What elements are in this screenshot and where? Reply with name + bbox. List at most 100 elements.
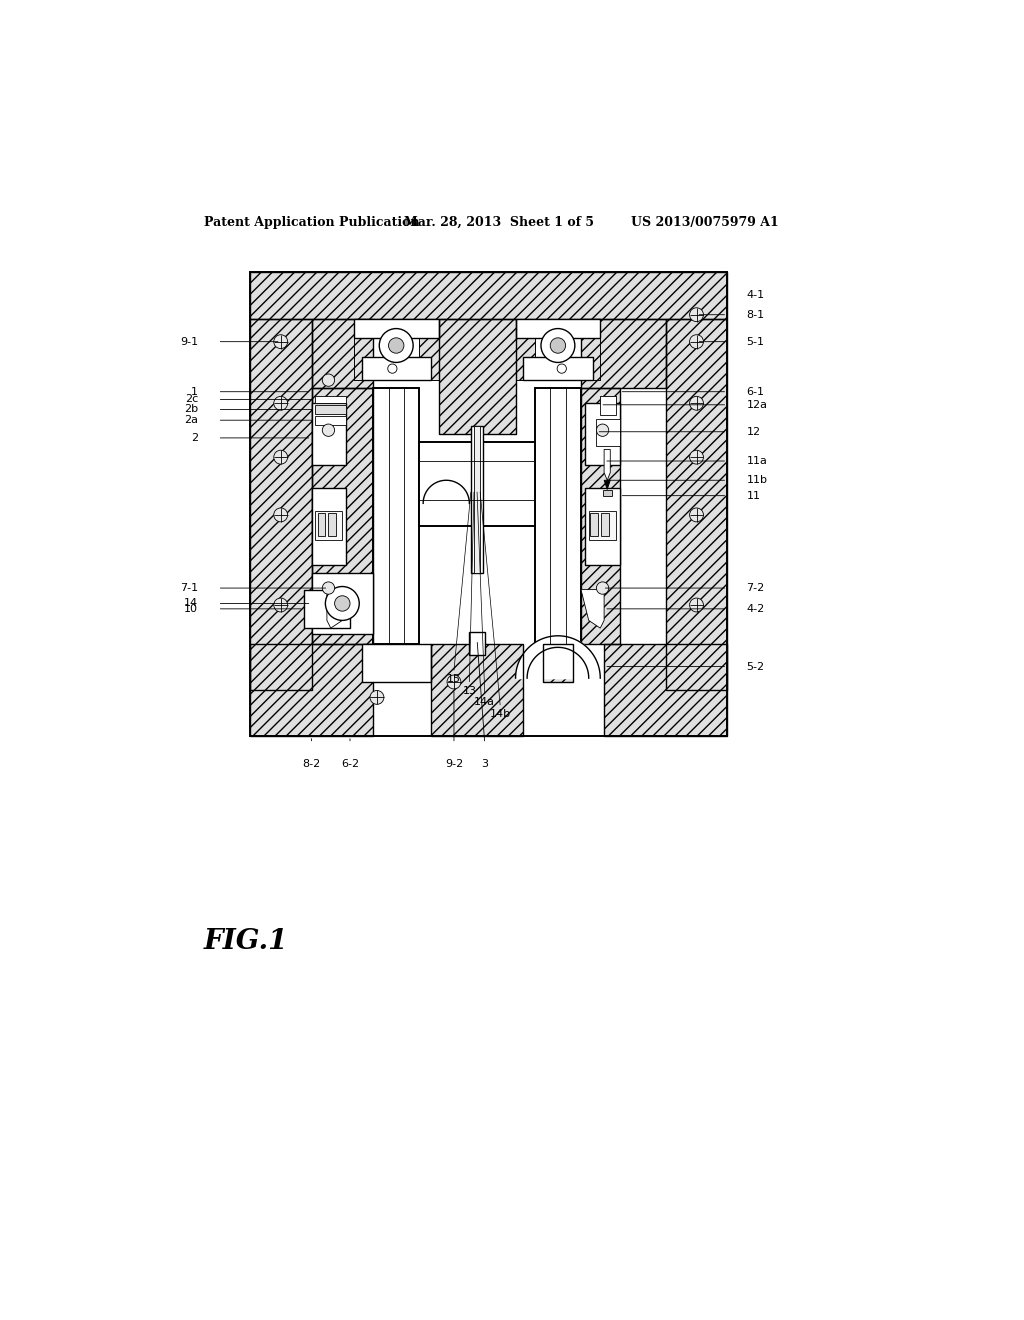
Bar <box>581 388 620 644</box>
Circle shape <box>596 582 608 594</box>
Circle shape <box>273 396 288 411</box>
Text: 4-1: 4-1 <box>746 290 765 301</box>
Bar <box>666 318 727 689</box>
Bar <box>311 388 373 644</box>
Bar <box>596 418 620 446</box>
Circle shape <box>273 335 288 348</box>
Text: 9-2: 9-2 <box>444 759 463 770</box>
Bar <box>438 318 515 434</box>
Circle shape <box>388 338 403 354</box>
Bar <box>515 318 600 338</box>
Bar <box>250 272 727 737</box>
Text: US 2013/0075979 A1: US 2013/0075979 A1 <box>631 216 779 230</box>
Circle shape <box>557 364 566 374</box>
Circle shape <box>689 598 703 612</box>
Bar <box>604 644 727 737</box>
Text: 4-2: 4-2 <box>746 603 765 614</box>
Text: 6-2: 6-2 <box>341 759 359 770</box>
Bar <box>604 644 727 737</box>
Circle shape <box>273 598 288 612</box>
Bar <box>311 488 346 511</box>
Bar <box>585 543 620 565</box>
Circle shape <box>550 338 565 354</box>
Circle shape <box>541 329 574 363</box>
Bar <box>581 388 620 644</box>
Text: 2c: 2c <box>185 395 199 404</box>
Bar <box>250 644 373 737</box>
Text: 13: 13 <box>463 686 476 696</box>
Bar <box>329 513 336 536</box>
Circle shape <box>447 675 461 689</box>
Text: 12: 12 <box>746 426 761 437</box>
Bar <box>581 318 666 388</box>
Text: 3: 3 <box>481 759 488 770</box>
Bar <box>585 404 620 465</box>
Bar <box>431 644 523 737</box>
Text: 7-1: 7-1 <box>180 583 199 593</box>
Bar <box>419 318 438 380</box>
Bar <box>250 644 373 737</box>
Bar <box>585 488 620 565</box>
Bar <box>311 318 373 388</box>
Circle shape <box>335 595 350 611</box>
Circle shape <box>273 508 288 521</box>
Text: 14b: 14b <box>489 709 511 719</box>
Text: 8-2: 8-2 <box>302 759 321 770</box>
Bar <box>469 632 484 655</box>
Text: Patent Application Publication: Patent Application Publication <box>204 216 419 230</box>
Bar <box>543 644 573 682</box>
Circle shape <box>273 450 288 465</box>
Text: 10: 10 <box>184 603 199 614</box>
Bar <box>315 511 342 540</box>
Bar <box>602 490 611 495</box>
Bar <box>250 272 727 318</box>
Text: 1: 1 <box>191 387 199 397</box>
Text: FIG.1: FIG.1 <box>204 928 288 956</box>
Bar <box>666 318 727 689</box>
Bar <box>469 640 484 651</box>
Text: 6-1: 6-1 <box>746 387 765 397</box>
Circle shape <box>596 424 608 437</box>
Bar <box>361 644 431 682</box>
Circle shape <box>326 586 359 620</box>
Text: 5-1: 5-1 <box>746 337 765 347</box>
Bar <box>311 404 346 465</box>
Bar <box>535 388 581 644</box>
Bar <box>250 272 727 318</box>
Polygon shape <box>604 449 610 480</box>
Bar <box>361 358 376 380</box>
Bar <box>585 488 620 511</box>
Bar <box>315 396 346 404</box>
Bar <box>474 426 480 573</box>
Bar <box>543 644 573 682</box>
Text: 15: 15 <box>446 675 461 684</box>
Bar <box>311 573 373 635</box>
Text: 2: 2 <box>191 433 199 444</box>
Bar <box>311 388 373 644</box>
Bar <box>250 318 311 689</box>
Bar <box>417 644 431 682</box>
Bar <box>589 511 615 540</box>
Bar <box>600 396 615 414</box>
Bar <box>373 388 419 644</box>
Circle shape <box>689 396 703 411</box>
Bar <box>596 418 620 446</box>
Bar <box>311 318 373 388</box>
Bar <box>581 318 600 380</box>
Text: 11b: 11b <box>746 475 768 486</box>
Bar <box>361 644 376 682</box>
Text: 5-2: 5-2 <box>746 661 765 672</box>
Polygon shape <box>581 590 604 628</box>
Text: 7-2: 7-2 <box>746 583 765 593</box>
Text: 2a: 2a <box>184 416 199 425</box>
Bar <box>579 358 593 380</box>
Bar <box>600 396 615 414</box>
Bar <box>361 358 431 380</box>
Circle shape <box>689 450 703 465</box>
Bar <box>549 358 567 372</box>
Bar <box>581 318 600 380</box>
Bar <box>598 496 616 515</box>
Bar <box>250 318 311 689</box>
Circle shape <box>323 374 335 387</box>
Text: 12a: 12a <box>746 400 768 409</box>
